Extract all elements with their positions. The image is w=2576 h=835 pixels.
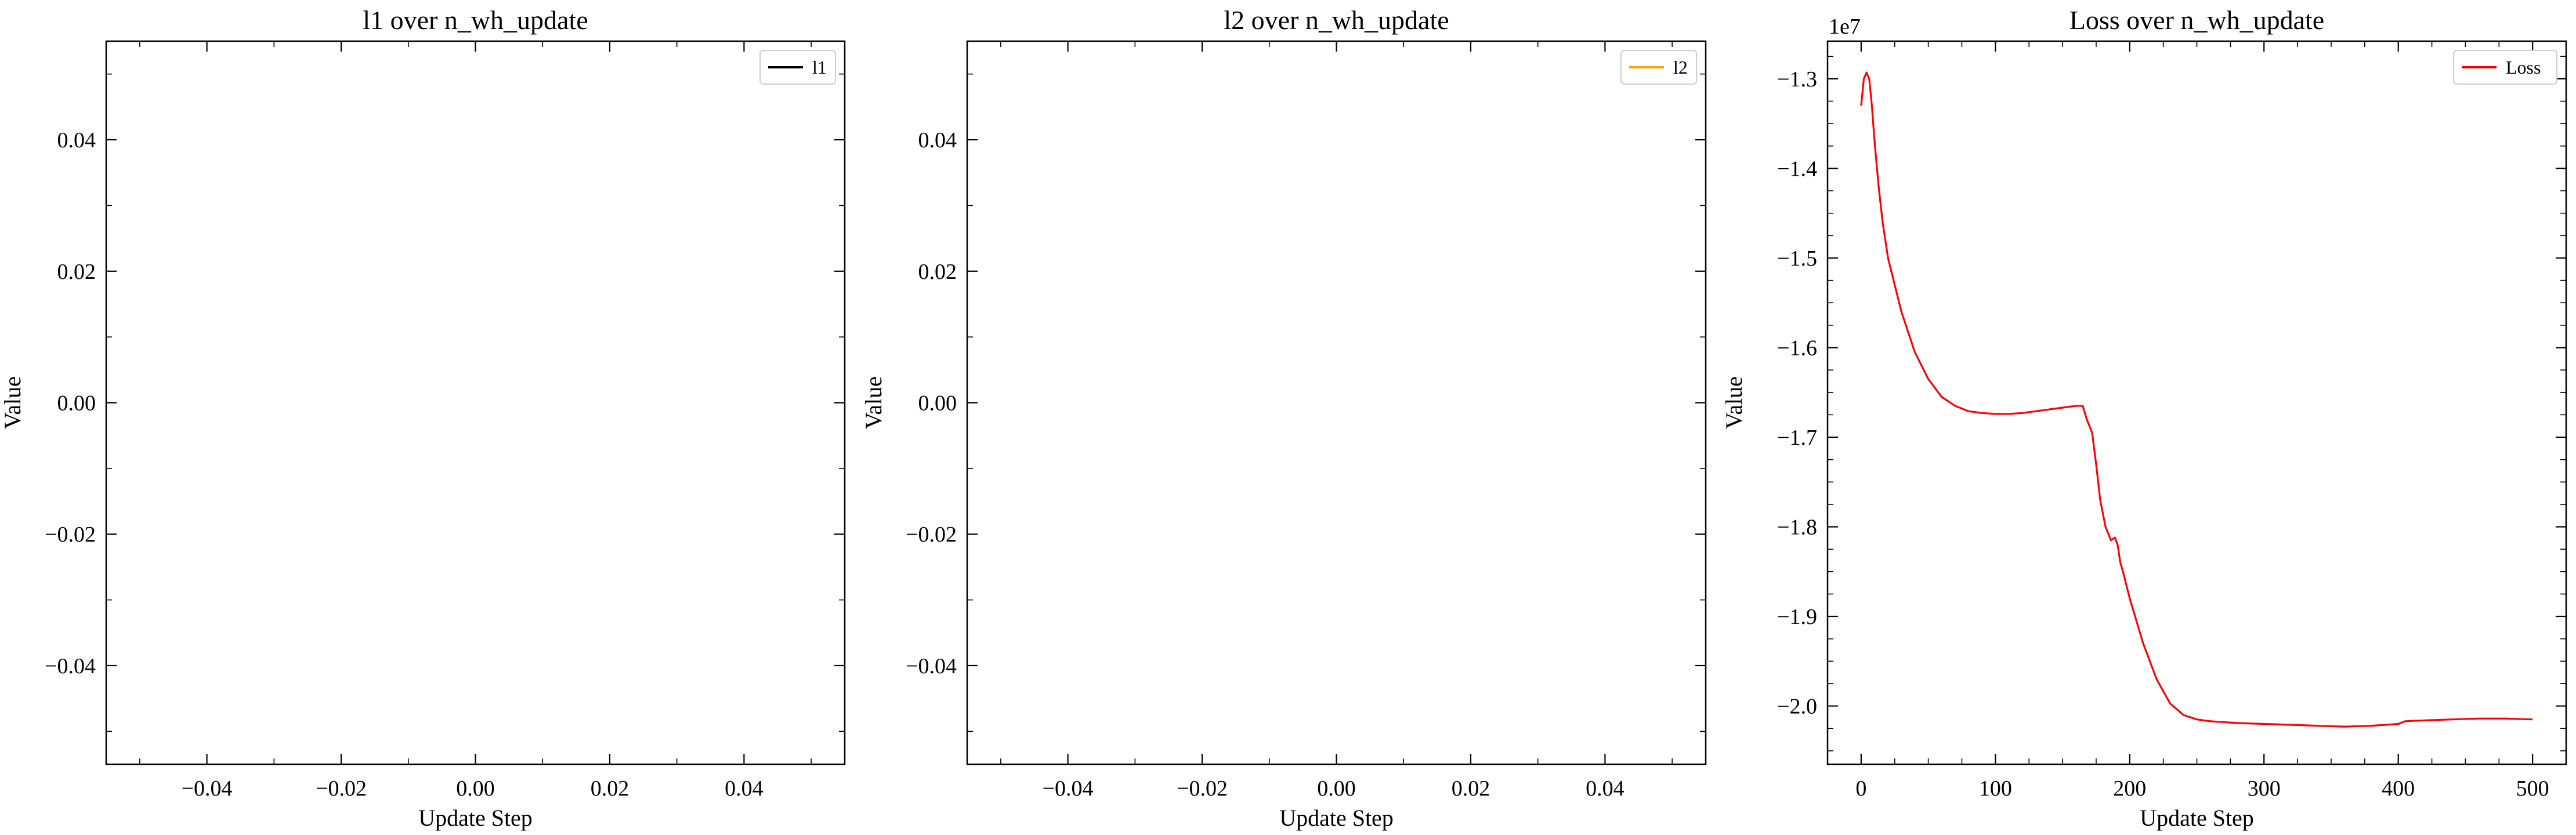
chart-panel-loss: Loss over n_wh_update Update Step Value … <box>1721 5 2567 831</box>
y-tick-label: −1.4 <box>1777 157 1817 181</box>
x-tick-label: 400 <box>2382 776 2415 801</box>
legend: l1 <box>759 50 836 85</box>
y-tick-label: −1.7 <box>1777 426 1817 450</box>
x-tick-label: −0.02 <box>316 776 367 801</box>
legend-box <box>2453 50 2557 85</box>
legend: Loss <box>2453 50 2557 85</box>
x-tick-label: −0.02 <box>1177 776 1228 801</box>
x-tick-label: −0.04 <box>182 776 233 801</box>
x-axis-label: Update Step <box>1279 805 1394 831</box>
x-axis-label: Update Step <box>418 805 533 831</box>
y-tick-label: −0.02 <box>45 522 96 547</box>
plot-frame <box>1826 40 2567 765</box>
plot-frame <box>105 40 846 765</box>
plot-frame <box>966 40 1707 765</box>
chart-panel-l2: l2 over n_wh_update Update Step Value −0… <box>860 5 1707 831</box>
y-tick-label: −2.0 <box>1777 695 1817 719</box>
chart-title: l1 over n_wh_update <box>363 5 588 35</box>
series-group <box>1860 71 2533 728</box>
x-tick-label: 100 <box>1979 776 2012 801</box>
x-tick-label: 0.04 <box>725 776 764 801</box>
y-tick-label: 0.04 <box>918 128 957 153</box>
y-tick-label: −0.02 <box>906 522 957 547</box>
y-tick-label: −0.04 <box>906 654 957 678</box>
x-tick-label: 0.00 <box>1317 776 1356 801</box>
legend-entry-l1: l1 <box>812 57 827 78</box>
x-tick-label: 500 <box>2516 776 2549 801</box>
x-tick-label: 200 <box>2113 776 2146 801</box>
y-tick-label: 0.02 <box>918 260 957 284</box>
chart-title: l2 over n_wh_update <box>1224 5 1449 35</box>
y-tick-label: 0.02 <box>57 260 96 284</box>
y-tick-label: 0.00 <box>57 391 96 416</box>
legend-entry-l2: l2 <box>1673 57 1688 78</box>
chart-title: Loss over n_wh_update <box>2070 5 2324 35</box>
tick-group: 0 100 200 300 400 500 −2.0 −1.9 −1.8 −1.7 −1.6 −1.5… <box>1777 41 2567 801</box>
y-tick-label: −1.3 <box>1777 67 1817 92</box>
tick-group: −0.04 −0.02 0.00 0.02 0.04 −0.04 −0.02 0.00 0.02… <box>45 41 845 801</box>
y-tick-label: 0.04 <box>57 128 96 153</box>
y-tick-label: −1.9 <box>1777 605 1817 629</box>
x-tick-label: 300 <box>2248 776 2281 801</box>
x-tick-label: 0 <box>1855 776 1866 801</box>
series-line-loss <box>1860 71 2533 728</box>
x-axis-label: Update Step <box>2140 805 2254 831</box>
x-tick-label: −0.04 <box>1043 776 1094 801</box>
x-tick-label: 0.00 <box>456 776 495 801</box>
y-offset-label: 1e7 <box>1829 14 1861 39</box>
y-tick-label: −0.04 <box>45 654 96 678</box>
y-tick-label: −1.6 <box>1777 336 1817 360</box>
y-axis-label: Value <box>1721 376 1747 429</box>
tick-group: −0.04 −0.02 0.00 0.02 0.04 −0.04 −0.02 0.00 0.02… <box>906 41 1706 801</box>
x-tick-label: 0.04 <box>1586 776 1625 801</box>
y-axis-label: Value <box>860 376 887 429</box>
y-axis-label: Value <box>0 376 26 429</box>
chart-panel-l1: l1 over n_wh_update Update Step Value −0… <box>0 5 846 831</box>
y-tick-label: −1.8 <box>1777 515 1817 540</box>
y-tick-label: −1.5 <box>1777 246 1817 271</box>
legend-entry-loss: Loss <box>2506 57 2541 78</box>
legend: l2 <box>1620 50 1697 85</box>
x-tick-label: 0.02 <box>1452 776 1490 801</box>
x-tick-label: 0.02 <box>591 776 629 801</box>
y-tick-label: 0.00 <box>918 391 957 416</box>
